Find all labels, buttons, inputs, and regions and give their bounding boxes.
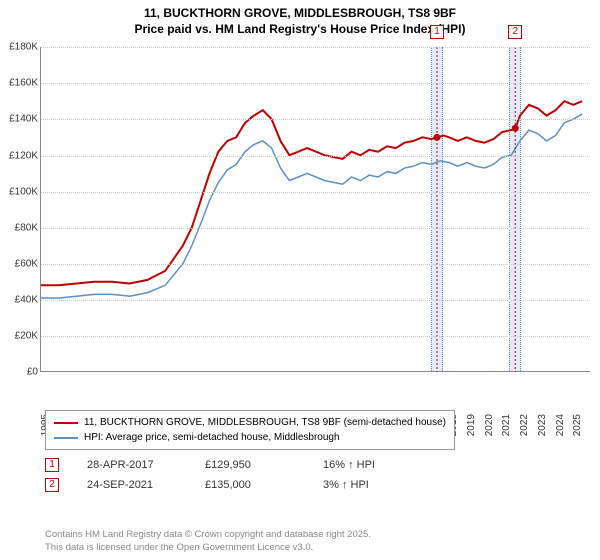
gridline — [41, 192, 590, 193]
sale-marker-dot — [434, 134, 441, 141]
chart: £0 £20K £40K £60K £80K £100K £120K £140K £160K £1… — [0, 37, 600, 437]
footnote-row: 2 24-SEP-2021 £135,000 3% ↑ HPI — [45, 478, 413, 492]
legend-swatch — [54, 422, 78, 424]
x-tick-label: 2021 — [501, 414, 512, 436]
gridline — [41, 336, 590, 337]
sale-marker-label: 1 — [430, 25, 444, 39]
legend: 11, BUCKTHORN GROVE, MIDDLESBROUGH, TS8 … — [45, 410, 455, 450]
footnote-date: 24-SEP-2021 — [87, 479, 177, 491]
y-tick-label: £40K — [0, 294, 38, 305]
line-series-svg — [41, 47, 590, 371]
gridline — [41, 156, 590, 157]
y-tick-label: £20K — [0, 331, 38, 342]
gridline — [41, 300, 590, 301]
footnote-marker: 2 — [45, 478, 59, 492]
footnote-date: 28-APR-2017 — [87, 459, 177, 471]
y-tick-label: £100K — [0, 186, 38, 197]
legend-label: 11, BUCKTHORN GROVE, MIDDLESBROUGH, TS8 … — [84, 415, 446, 430]
gridline — [41, 264, 590, 265]
plot-area: 12 — [40, 47, 590, 372]
series-property — [41, 101, 582, 285]
attribution: Contains HM Land Registry data © Crown c… — [45, 529, 371, 554]
y-tick-label: £140K — [0, 114, 38, 125]
footnote-price: £135,000 — [205, 479, 295, 491]
attribution-line2: This data is licensed under the Open Gov… — [45, 542, 371, 554]
gridline — [41, 83, 590, 84]
x-tick-label: 2024 — [555, 414, 566, 436]
footnote-delta: 16% ↑ HPI — [323, 459, 413, 471]
footnote-delta: 3% ↑ HPI — [323, 479, 413, 491]
footnote-marker: 1 — [45, 458, 59, 472]
sale-marker-label: 2 — [508, 25, 522, 39]
sale-footnotes: 1 28-APR-2017 £129,950 16% ↑ HPI 2 24-SEP-202… — [45, 458, 413, 498]
x-tick-label: 2019 — [466, 414, 477, 436]
footnote-price: £129,950 — [205, 459, 295, 471]
gridline — [41, 119, 590, 120]
y-tick-label: £60K — [0, 258, 38, 269]
y-tick-label: £0 — [0, 367, 38, 378]
footnote-row: 1 28-APR-2017 £129,950 16% ↑ HPI — [45, 458, 413, 472]
y-tick-label: £180K — [0, 42, 38, 53]
sale-marker-dot — [512, 125, 519, 132]
x-tick-label: 2022 — [519, 414, 530, 436]
series-hpi — [41, 114, 582, 298]
x-tick-label: 2023 — [537, 414, 548, 436]
x-tick-label: 2020 — [484, 414, 495, 436]
attribution-line1: Contains HM Land Registry data © Crown c… — [45, 529, 371, 541]
gridline — [41, 228, 590, 229]
title-line1: 11, BUCKTHORN GROVE, MIDDLESBROUGH, TS8 … — [0, 6, 600, 22]
y-tick-label: £160K — [0, 78, 38, 89]
gridline — [41, 47, 590, 48]
y-tick-label: £120K — [0, 150, 38, 161]
x-tick-label: 2025 — [572, 414, 583, 436]
legend-item: HPI: Average price, semi-detached house,… — [54, 430, 446, 445]
legend-label: HPI: Average price, semi-detached house,… — [84, 430, 340, 445]
legend-item: 11, BUCKTHORN GROVE, MIDDLESBROUGH, TS8 … — [54, 415, 446, 430]
y-tick-label: £80K — [0, 222, 38, 233]
legend-swatch — [54, 437, 78, 439]
